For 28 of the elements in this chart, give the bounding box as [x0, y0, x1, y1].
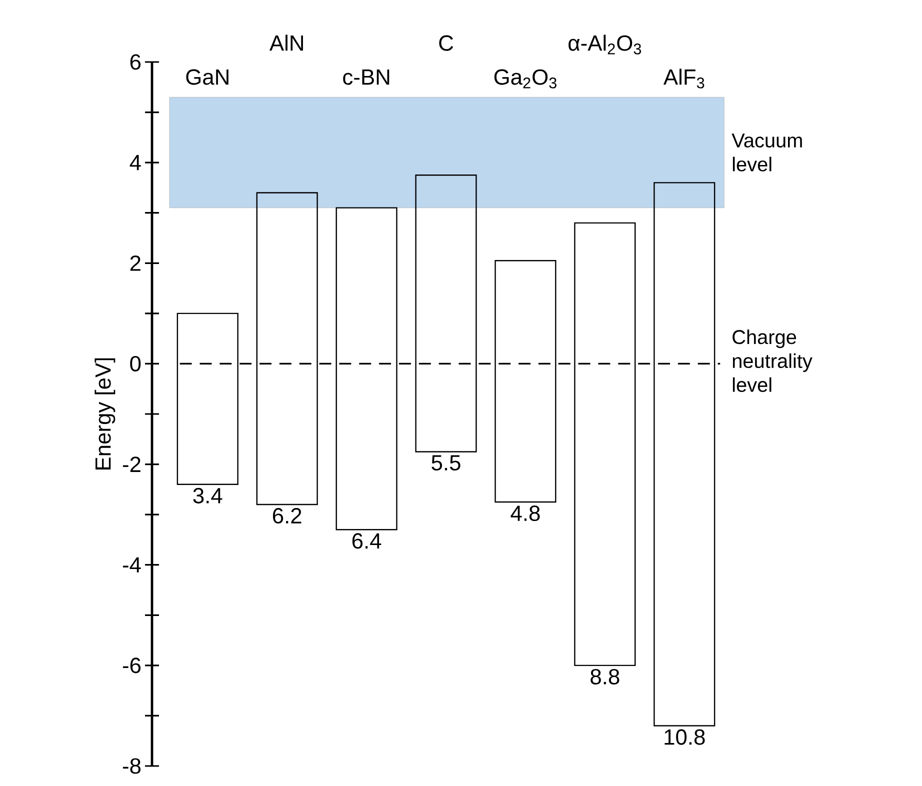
- x-tick-label: α-Al$_{2}$O$_{3}$: [568, 34, 642, 54]
- x-tick-label: AlN: [269, 34, 303, 51]
- x-tick-label: C: [439, 35, 454, 51]
- y-tick-label: -4: [122, 557, 141, 572]
- y-tick-label: -6: [122, 658, 141, 674]
- x-tick-label: AlF$_{3}$: [663, 68, 704, 88]
- bar: [654, 182, 716, 726]
- data-label: 3.4: [193, 488, 222, 504]
- x-tick-label: c-BN: [343, 70, 390, 85]
- y-tick-label: -2: [122, 456, 140, 472]
- data-label: 6.4: [352, 533, 382, 549]
- y-tick-label: -8: [122, 758, 141, 774]
- x-tick-label: GaN: [186, 69, 228, 85]
- y-tick-label: 2: [130, 255, 140, 271]
- band-label: Vacuum level: [732, 134, 802, 172]
- bar: [574, 222, 636, 666]
- data-label: 6.2: [272, 508, 302, 524]
- y-axis-title: Energy [eV]: [94, 358, 116, 470]
- x-tick-label: Ga$_{2}$O$_{3}$: [494, 69, 556, 88]
- data-label: 8.8: [590, 668, 620, 684]
- data-label: 5.5: [432, 455, 460, 471]
- data-label: 10.8: [664, 729, 705, 745]
- y-tick-label: 6: [130, 54, 141, 70]
- data-label: 4.8: [510, 506, 540, 522]
- y-tick-label: 4: [130, 155, 141, 170]
- ref-line-label: Charge neutrality level: [732, 330, 812, 392]
- y-tick-label: 0: [130, 356, 141, 372]
- bar: [494, 260, 556, 503]
